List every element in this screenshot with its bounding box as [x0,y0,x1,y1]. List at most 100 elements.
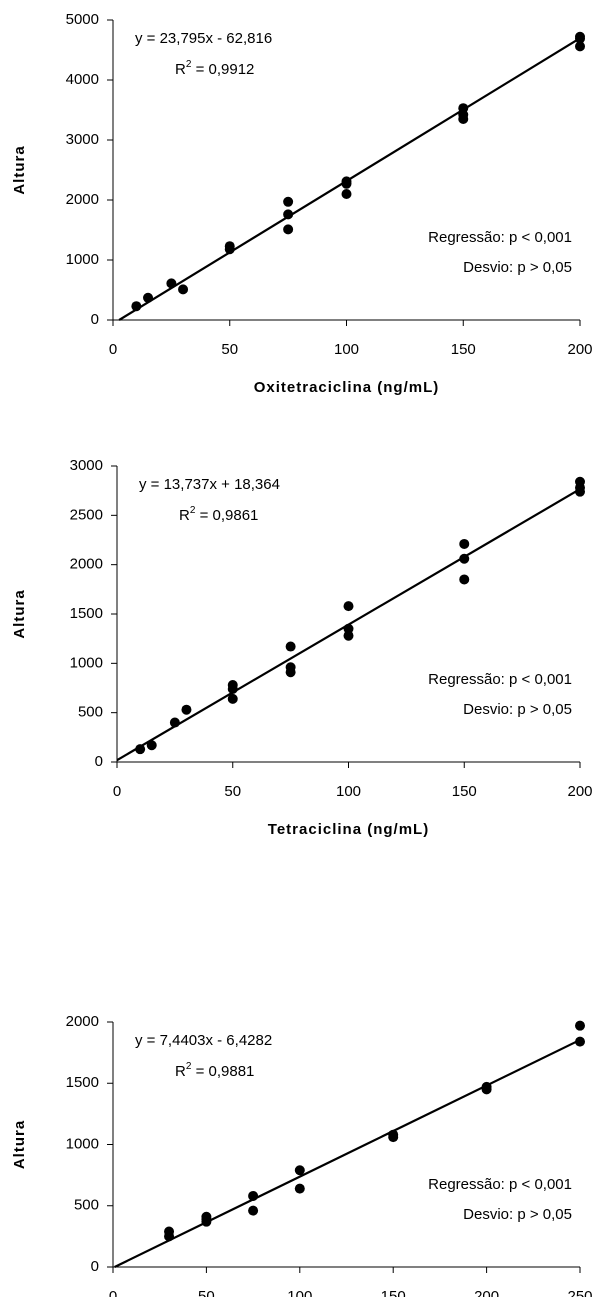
annotation: Desvio: p > 0,05 [463,259,572,276]
r-squared-symbol: R [175,61,186,78]
data-point [283,209,294,220]
r-squared-exponent: 2 [190,505,196,516]
y-tick-label: 2000 [70,556,103,573]
y-tick-label: 1000 [66,251,99,268]
data-point [131,301,142,312]
x-tick-label: 100 [334,341,359,358]
data-point [343,623,354,634]
annotation: Regressão: p < 0,001 [428,671,572,688]
x-tick-label: 0 [113,783,121,800]
x-tick-label: 50 [224,783,241,800]
x-tick-label: 200 [567,341,592,358]
y-tick-label: 3000 [66,131,99,148]
y-tick-label: 500 [74,1197,99,1214]
x-tick-label: 50 [198,1288,215,1297]
data-point [388,1129,399,1140]
data-point [459,553,470,564]
data-point [227,680,238,691]
r-squared-exponent: 2 [186,1061,192,1072]
annotation: Regressão: p < 0,001 [428,229,572,246]
data-point [575,476,585,487]
data-point [164,1226,175,1237]
data-point [285,641,296,652]
data-point [575,1020,585,1031]
annotation: Desvio: p > 0,05 [463,701,572,718]
data-point [227,693,238,704]
data-point [459,574,470,585]
r-squared-exponent: 2 [186,59,192,70]
x-tick-label: 50 [221,341,238,358]
x-tick-label: 100 [336,783,361,800]
x-tick-label: 200 [567,783,592,800]
data-point [285,662,296,673]
chart-panel: 0 500 1000 1500 2000 2500 3000 0 50 100 150 200 Tetr… [11,457,593,838]
y-tick-label: 1000 [66,1135,99,1152]
r-squared: R2 = 0,9881 [175,1061,254,1080]
data-point [178,284,189,295]
x-tick-label: 0 [109,1288,117,1297]
y-tick-label: 4000 [66,71,99,88]
data-point [283,224,294,235]
data-point [146,740,157,751]
data-point [283,196,294,207]
r-squared-value: = 0,9912 [191,61,254,78]
equation: y = 23,795x - 62,816 [135,30,272,47]
annotation: Desvio: p > 0,05 [463,1206,572,1223]
data-point [341,176,352,187]
data-point [459,538,470,549]
data-point [294,1165,305,1176]
x-axis-label: Oxitetraciclina (ng/mL) [254,379,440,396]
data-point [143,292,154,303]
data-point [248,1190,259,1201]
x-tick-label: 0 [109,341,117,358]
chart-panel: 0500100015002000050100150200250Clortetra… [11,1013,593,1297]
annotation: Regressão: p < 0,001 [428,1176,572,1193]
data-point [166,278,177,289]
data-point [343,601,354,612]
data-point [575,1036,585,1047]
data-point [575,41,585,52]
y-tick-label: 1000 [70,654,103,671]
r-squared: R2 = 0,9912 [175,59,254,78]
x-axis-label: Tetraciclina (ng/mL) [268,821,429,838]
data-point [341,189,352,199]
data-point [201,1211,212,1222]
r-squared: R2 = 0,9861 [179,505,258,524]
data-point [458,103,469,114]
r-squared-value: = 0,9861 [195,507,258,524]
y-tick-label: 0 [91,1258,99,1275]
y-tick-label: 2000 [66,191,99,208]
data-point [343,630,354,641]
x-tick-label: 100 [287,1288,312,1297]
equation: y = 13,737x + 18,364 [139,476,280,493]
data-point [248,1205,259,1216]
y-tick-label: 500 [78,704,103,721]
x-tick-label: 250 [567,1288,592,1297]
r-squared-symbol: R [179,507,190,524]
y-tick-label: 3000 [70,457,103,474]
x-tick-label: 150 [451,341,476,358]
y-tick-label: 5000 [66,11,99,28]
data-point [575,31,585,42]
y-tick-label: 0 [95,753,103,770]
equation: y = 7,4403x - 6,4282 [135,1032,272,1049]
x-tick-label: 150 [452,783,477,800]
y-axis-label: Altura [11,589,28,638]
y-tick-label: 2000 [66,1013,99,1030]
data-point [294,1183,305,1194]
data-point [181,704,192,715]
data-point [169,717,180,728]
r-squared-symbol: R [175,1063,186,1080]
y-tick-label: 1500 [70,605,103,622]
trend-line [114,1038,581,1268]
y-tick-label: 0 [91,311,99,328]
y-tick-label: 2500 [70,506,103,523]
data-point [224,241,235,252]
y-axis-label: Altura [11,145,28,194]
x-tick-label: 150 [381,1288,406,1297]
x-tick-label: 200 [474,1288,499,1297]
chart-panel: 0 1000 2000 3000 4000 5000 0 50 100 150 200 Oxitetr… [11,11,593,396]
r-squared-value: = 0,9881 [191,1063,254,1080]
y-tick-label: 1500 [66,1074,99,1091]
